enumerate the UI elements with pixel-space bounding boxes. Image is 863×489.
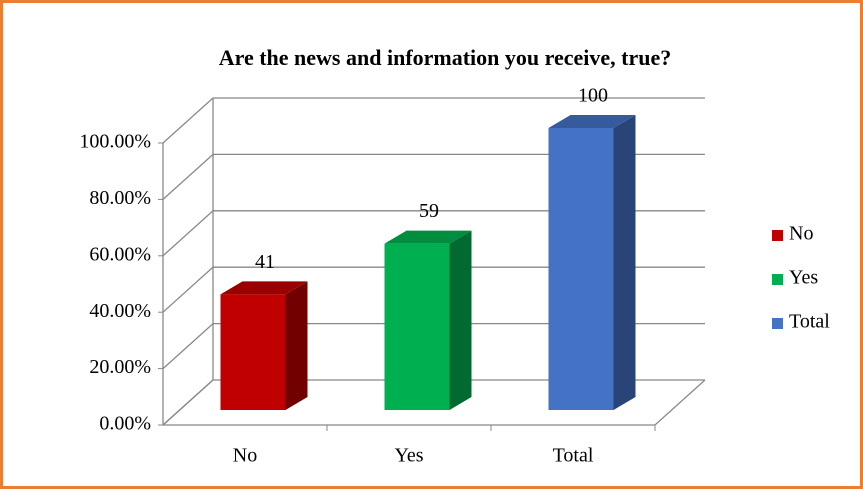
bar [548, 115, 636, 410]
x-tick-label: Total [553, 445, 594, 467]
bar-front [384, 243, 450, 410]
y-tick-label: 40.00% [89, 300, 151, 322]
y-tick-label: 0.00% [99, 413, 151, 435]
legend-swatch [772, 318, 783, 329]
bar-front [220, 294, 286, 410]
data-label: 41 [255, 251, 275, 273]
x-tick-label: Yes [394, 445, 423, 467]
bar-side [449, 230, 472, 410]
grid-line [162, 153, 705, 200]
grid-line [162, 97, 705, 144]
grid-line [162, 210, 705, 257]
chart-title: Are the news and information you receive… [219, 45, 672, 70]
legend-label: Total [789, 311, 830, 333]
y-tick-label: 20.00% [89, 356, 151, 378]
bar-front [548, 128, 614, 410]
bar-top [384, 230, 472, 244]
y-tick-label: 60.00% [89, 243, 151, 265]
bar [220, 281, 308, 410]
x-tick-label: No [233, 445, 257, 467]
bar [384, 230, 472, 410]
legend-label: Yes [789, 267, 818, 289]
bar-top [548, 115, 636, 128]
bar-top [220, 281, 308, 295]
bar-side [613, 115, 636, 410]
y-tick-label: 100.00% [79, 131, 151, 153]
grid-line [162, 322, 705, 370]
grid-line [162, 379, 705, 426]
data-label: 59 [419, 200, 439, 222]
grid-line [162, 266, 705, 313]
bar-side [285, 281, 308, 410]
legend-swatch [772, 274, 783, 285]
data-label: 100 [578, 85, 608, 107]
y-tick-label: 80.00% [89, 187, 151, 209]
legend-swatch [772, 230, 783, 241]
legend-label: No [789, 223, 813, 245]
